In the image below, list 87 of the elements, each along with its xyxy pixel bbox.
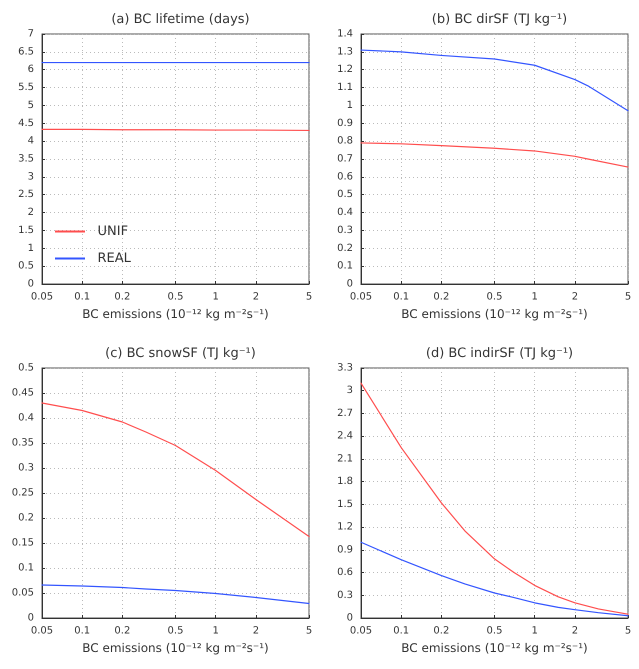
x-axis-title: BC emissions (10⁻¹² kg m⁻²s⁻¹) <box>401 307 588 321</box>
y-tick-label: 0.7 <box>337 154 353 164</box>
y-tick-label: 5 <box>28 100 34 111</box>
legend-label: UNIF <box>98 224 128 239</box>
y-tick-label: 6.5 <box>18 46 34 58</box>
x-tick-label: 0.5 <box>486 626 502 636</box>
y-tick-label: 5.5 <box>18 82 34 94</box>
x-tick-label: 2 <box>252 292 260 302</box>
y-tick-label: 1.2 <box>337 64 353 76</box>
x-tick-label: 0.2 <box>433 292 450 302</box>
y-tick-label: 1.2 <box>337 522 353 533</box>
chart-title: (d) BC indirSF (TJ kg⁻¹) <box>426 346 574 361</box>
y-tick-label: 0.2 <box>18 512 34 524</box>
y-tick-label: 0.15 <box>12 538 34 548</box>
x-axis-title: BC emissions (10⁻¹² kg m⁻²s⁻¹) <box>82 641 269 655</box>
y-tick-label: 2.1 <box>337 453 353 464</box>
y-tick-label: 1 <box>28 242 34 254</box>
y-tick-label: 0.05 <box>12 588 34 598</box>
y-tick-label: 1 <box>346 100 353 111</box>
x-tick-label: 0.1 <box>393 292 410 302</box>
y-tick-label: 0.9 <box>337 544 353 556</box>
x-tick-label: 0.2 <box>433 626 450 636</box>
y-tick-label: 1.4 <box>337 28 353 40</box>
x-tick-label: 2 <box>572 626 578 636</box>
y-tick-label: 0.4 <box>337 207 353 218</box>
y-tick-label: 4.5 <box>18 118 34 129</box>
x-tick-label: 1 <box>532 292 538 302</box>
x-tick-label: 0.5 <box>168 292 184 302</box>
x-tick-label: 1 <box>212 292 219 302</box>
x-tick-label: 0.1 <box>393 626 410 636</box>
y-tick-label: 2.5 <box>18 189 34 200</box>
y-tick-label: 0.6 <box>337 171 353 182</box>
y-tick-label: 0.6 <box>337 567 353 578</box>
x-tick-label: 5 <box>306 626 312 636</box>
x-tick-label: 0.1 <box>74 626 90 636</box>
x-tick-label: 0.2 <box>114 292 130 302</box>
y-tick-label: 0 <box>28 612 34 624</box>
y-tick-label: 1.3 <box>337 46 353 58</box>
y-tick-label: 4 <box>28 136 34 147</box>
y-tick-label: 3.5 <box>18 154 34 164</box>
y-tick-label: 0.8 <box>337 136 353 147</box>
y-tick-label: 2 <box>28 207 34 218</box>
y-tick-label: 6 <box>28 64 34 76</box>
chart-title: (b) BC dirSF (TJ kg⁻¹) <box>432 12 568 27</box>
y-tick-label: 0.5 <box>18 260 34 272</box>
y-tick-label: 0.2 <box>337 242 353 254</box>
x-axis-title: BC emissions (10⁻¹² kg m⁻²s⁻¹) <box>401 641 588 655</box>
y-tick-label: 2.7 <box>337 408 353 419</box>
y-tick-label: 0 <box>346 278 353 290</box>
y-tick-label: 0.1 <box>337 260 353 272</box>
y-tick-label: 1.5 <box>18 224 34 236</box>
x-tick-label: 5 <box>306 292 312 302</box>
x-axis-title: BC emissions (10⁻¹² kg m⁻²s⁻¹) <box>82 307 269 321</box>
y-tick-label: 0.5 <box>18 362 34 374</box>
x-tick-label: 0.5 <box>486 292 502 302</box>
y-tick-label: 0.35 <box>12 438 34 448</box>
y-tick-label: 0.4 <box>18 412 34 424</box>
legend-label: REAL <box>98 251 132 266</box>
y-tick-label: 3 <box>346 385 353 396</box>
x-tick-label: 5 <box>624 292 632 302</box>
chart-title: (c) BC snowSF (TJ kg⁻¹) <box>105 346 256 361</box>
x-tick-label: 5 <box>624 626 632 636</box>
x-tick-label: 0.2 <box>114 626 130 636</box>
y-tick-label: 1.8 <box>337 476 353 488</box>
y-tick-label: 7 <box>28 28 34 40</box>
x-tick-label: 0.5 <box>168 626 184 636</box>
y-tick-label: 0.3 <box>18 462 34 474</box>
y-tick-label: 0.45 <box>12 388 34 398</box>
y-tick-label: 2.4 <box>337 430 353 442</box>
y-tick-label: 0.3 <box>337 590 353 601</box>
y-tick-label: 0.1 <box>18 562 34 574</box>
x-tick-label: 2 <box>252 626 260 636</box>
y-tick-label: 1.5 <box>337 498 353 510</box>
y-tick-label: 0.3 <box>337 224 353 236</box>
y-tick-label: 3.3 <box>337 362 353 374</box>
x-tick-label: 1 <box>532 626 538 636</box>
y-tick-label: 1.1 <box>337 82 353 94</box>
x-tick-label: 0.1 <box>74 292 90 302</box>
y-tick-label: 0.25 <box>12 488 34 498</box>
chart-title: (a) BC lifetime (days) <box>111 12 250 27</box>
y-tick-label: 0.9 <box>337 118 353 129</box>
y-tick-label: 0 <box>346 612 353 624</box>
y-tick-label: 3 <box>28 171 34 182</box>
x-tick-label: 2 <box>572 292 578 302</box>
y-tick-label: 0.5 <box>337 189 353 200</box>
x-tick-label: 1 <box>212 626 219 636</box>
y-tick-label: 0 <box>28 278 34 290</box>
